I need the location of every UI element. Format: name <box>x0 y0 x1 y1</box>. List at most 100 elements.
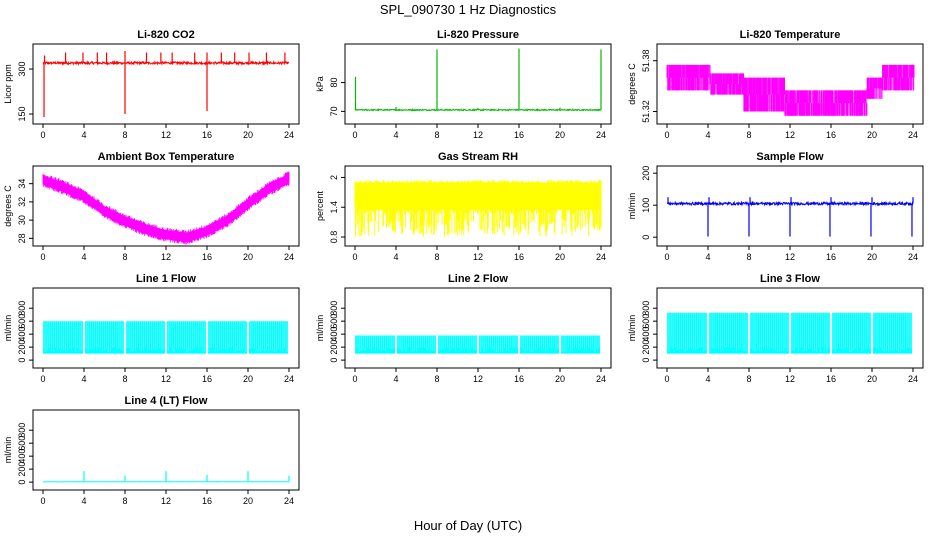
chart-8-xtick-label: 0 <box>664 374 669 384</box>
chart-8-ytick-label: 0 <box>641 358 651 363</box>
chart-0-baseline-line <box>42 59 290 67</box>
chart-panel: Line 1 Flow ml/min 0 4 8 12 16 20 24 0 20040060080… <box>3 273 300 384</box>
chart-4-ytick-label: 2 <box>329 175 339 180</box>
chart-8-title: Line 3 Flow <box>760 273 820 285</box>
chart-6-ylabel: ml/min <box>3 315 13 342</box>
chart-9-ytick-label: 200 <box>17 462 27 477</box>
chart-0-frame <box>32 43 300 125</box>
chart-8-ytick-label: 400 <box>641 327 651 342</box>
chart-8-xtick-label: 16 <box>826 374 836 384</box>
chart-7-ylabel: ml/min <box>315 315 325 342</box>
chart-4-series <box>354 179 602 237</box>
chart-4-xtick-label: 8 <box>434 252 439 262</box>
chart-4-xtick-label: 20 <box>555 252 565 262</box>
chart-1-series <box>354 48 602 112</box>
chart-7-ytick-label: 800 <box>329 301 339 316</box>
chart-2-xtick-label: 4 <box>705 130 710 140</box>
chart-3-ytick-label: 30 <box>17 215 27 225</box>
chart-3-xtick-label: 0 <box>40 252 45 262</box>
chart-7-xtick-label: 24 <box>596 374 606 384</box>
chart-9-xtick-label: 4 <box>81 496 86 506</box>
chart-9-xtick-label: 16 <box>202 496 212 506</box>
chart-panel: Line 3 Flow ml/min 0 4 8 12 16 20 24 0 20040060080… <box>627 273 924 384</box>
chart-5-series <box>667 197 914 237</box>
chart-6-ytick-label: 0 <box>17 358 27 363</box>
chart-7-block <box>355 335 395 354</box>
chart-2-series <box>666 64 915 116</box>
chart-1-xtick-label: 20 <box>555 130 565 140</box>
chart-3-series <box>42 171 290 245</box>
chart-5-xtick-label: 16 <box>826 252 836 262</box>
chart-7-xtick-label: 12 <box>473 374 483 384</box>
chart-6-xtick-label: 12 <box>161 374 171 384</box>
chart-3-title: Ambient Box Temperature <box>98 151 235 163</box>
chart-7-xtick-label: 16 <box>514 374 524 384</box>
chart-9-xtick-label: 12 <box>161 496 171 506</box>
chart-9-xtick-label: 8 <box>122 496 127 506</box>
chart-4-xtick-label: 24 <box>596 252 606 262</box>
chart-9-series <box>42 471 290 483</box>
chart-6-ytick-label: 600 <box>17 314 27 329</box>
chart-8-series <box>666 311 914 354</box>
chart-6-ytick-label: 200 <box>17 340 27 355</box>
chart-0-xtick-label: 16 <box>202 130 212 140</box>
chart-2-xtick-label: 12 <box>785 130 795 140</box>
chart-1-xtick-label: 24 <box>596 130 606 140</box>
chart-9-ytick-label: 600 <box>17 436 27 451</box>
chart-5-xtick-label: 0 <box>664 252 669 262</box>
chart-0-ylabel: Licor ppm <box>3 64 13 104</box>
chart-5-xtick-label: 20 <box>867 252 877 262</box>
chart-2-ylabel: degrees C <box>627 63 637 105</box>
chart-4-title: Gas Stream RH <box>438 151 518 163</box>
chart-1-ytick-label: 80 <box>329 78 339 88</box>
chart-1-frame <box>344 43 612 125</box>
chart-2-xtick-label: 24 <box>908 130 918 140</box>
chart-0-xtick-label: 8 <box>122 130 127 140</box>
chart-5-ylabel: ml/min <box>627 193 637 220</box>
chart-2-xtick-label: 16 <box>826 130 836 140</box>
chart-0-xtick-label: 12 <box>161 130 171 140</box>
chart-4-xtick-label: 0 <box>352 252 357 262</box>
chart-5-xtick-label: 8 <box>746 252 751 262</box>
chart-6-ytick-label: 800 <box>17 301 27 316</box>
chart-6-ytick-label: 400 <box>17 327 27 342</box>
chart-5-ytick-label: 0 <box>641 235 651 240</box>
chart-5-ytick-label: 200 <box>641 166 651 181</box>
chart-6-block-texture <box>42 320 290 353</box>
chart-3-xtick-label: 20 <box>243 252 253 262</box>
chart-3-xtick-label: 16 <box>202 252 212 262</box>
chart-3-ylabel: degrees C <box>3 185 13 227</box>
chart-1-xtick-label: 8 <box>434 130 439 140</box>
chart-0-xtick-label: 20 <box>243 130 253 140</box>
chart-5-xtick-label: 12 <box>785 252 795 262</box>
chart-0-title: Li-820 CO2 <box>137 29 194 41</box>
chart-3-xtick-label: 12 <box>161 252 171 262</box>
chart-panel: Gas Stream RH percent 0 4 8 12 16 20 24 0.8 1.4 2 <box>315 151 612 262</box>
chart-7-frame <box>344 287 612 369</box>
chart-panel: Li-820 Temperature degrees C 0 4 8 12 16 20 24 51… <box>627 29 924 140</box>
chart-panel: Ambient Box Temperature degrees C 0 4 8 12 16 2… <box>3 151 300 262</box>
chart-5-title: Sample Flow <box>756 151 824 163</box>
chart-0-ytick-label: 150 <box>17 106 27 121</box>
chart-5-ytick-label: 100 <box>641 198 651 213</box>
chart-2-xtick-label: 20 <box>867 130 877 140</box>
figure-title: SPL_090730 1 Hz Diagnostics <box>379 2 557 17</box>
chart-8-xtick-label: 12 <box>785 374 795 384</box>
chart-0-xtick-label: 24 <box>284 130 294 140</box>
chart-5-xtick-label: 4 <box>705 252 710 262</box>
chart-3-ytick-label: 32 <box>17 197 27 207</box>
chart-4-xtick-label: 12 <box>473 252 483 262</box>
chart-2-xtick-label: 0 <box>664 130 669 140</box>
chart-3-ytick-label: 28 <box>17 233 27 243</box>
chart-8-block-texture <box>666 311 914 353</box>
chart-8-ylabel: ml/min <box>627 315 637 342</box>
chart-7-xtick-label: 8 <box>434 374 439 384</box>
chart-9-ytick-label: 0 <box>17 480 27 485</box>
chart-panel: Li-820 Pressure kPa 0 4 8 12 16 20 24 70 80 <box>315 29 612 140</box>
chart-4-ylabel: percent <box>315 190 325 221</box>
chart-4-xtick-label: 16 <box>514 252 524 262</box>
chart-8-xtick-label: 20 <box>867 374 877 384</box>
chart-7-title: Line 2 Flow <box>448 273 508 285</box>
chart-7-xtick-label: 20 <box>555 374 565 384</box>
